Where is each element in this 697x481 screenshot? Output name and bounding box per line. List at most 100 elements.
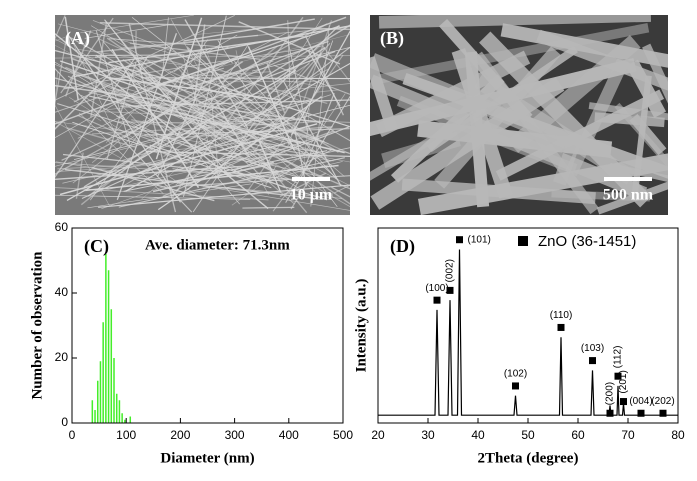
fiber <box>370 56 398 132</box>
fiber <box>642 43 668 104</box>
fiber <box>139 56 149 70</box>
fiber <box>118 157 345 208</box>
fiber <box>140 77 350 80</box>
fiber <box>596 181 668 215</box>
fiber <box>370 57 637 137</box>
fiber <box>73 98 312 161</box>
peak-marker <box>614 372 622 380</box>
fiber <box>41 118 45 127</box>
fiber <box>55 15 66 40</box>
fiber <box>58 23 199 61</box>
plot-frame <box>377 227 679 424</box>
fiber <box>128 23 177 213</box>
fiber <box>304 114 350 142</box>
fiber <box>203 123 275 172</box>
fiber <box>183 18 315 42</box>
panel-label: (B) <box>380 28 404 49</box>
peak-label: (002) <box>445 259 456 282</box>
peak-marker <box>659 409 667 417</box>
fiber <box>242 206 295 209</box>
fiber <box>91 114 102 122</box>
fiber <box>258 141 282 193</box>
fiber <box>95 55 108 58</box>
annotation: Ave. diameter: 71.3nm <box>145 237 290 253</box>
x-tick-label: 40 <box>471 428 485 442</box>
fiber <box>186 46 337 179</box>
fiber <box>99 22 350 31</box>
peak-marker <box>589 357 596 365</box>
fiber <box>315 89 340 93</box>
fiber <box>55 68 193 213</box>
panel-label: (D) <box>390 236 415 257</box>
fiber <box>62 153 290 180</box>
y-axis-label: Number of observation <box>29 251 45 400</box>
fiber <box>55 34 68 106</box>
fiber <box>131 17 308 157</box>
fiber <box>77 114 188 165</box>
fiber <box>55 72 58 110</box>
line <box>378 249 678 416</box>
peak-marker <box>456 236 463 244</box>
fiber <box>55 161 350 211</box>
panel-label: (A) <box>65 28 90 49</box>
fiber <box>64 72 145 90</box>
scale-label: 10 μm <box>290 187 333 204</box>
fiber <box>55 15 235 101</box>
bar <box>99 361 102 423</box>
fiber <box>80 94 205 167</box>
peak-marker <box>606 409 614 417</box>
fiber <box>75 152 84 199</box>
fiber <box>193 24 206 104</box>
fiber <box>139 60 274 105</box>
fiber <box>166 55 229 124</box>
fiber <box>116 33 178 201</box>
fiber <box>55 64 246 147</box>
peak-label: (100) <box>425 283 448 294</box>
peak-label: (110) <box>550 310 573 321</box>
fiber <box>120 26 350 49</box>
scale-bar <box>604 177 652 181</box>
fiber <box>378 23 650 84</box>
fiber <box>495 89 665 181</box>
bar <box>91 400 94 423</box>
fiber <box>167 139 279 151</box>
bar <box>94 410 96 423</box>
peak-marker <box>512 382 519 390</box>
x-tick-label: 400 <box>279 428 299 442</box>
fiber <box>59 123 318 196</box>
fiber <box>217 39 233 64</box>
fiber <box>321 45 350 83</box>
fiber <box>70 38 122 147</box>
fiber <box>120 99 350 107</box>
x-axis-label: Diameter (nm) <box>160 450 254 466</box>
x-tick-label: 300 <box>225 428 245 442</box>
peak-label: (201) <box>618 370 629 393</box>
peak-label: (202) <box>651 396 674 407</box>
fiber <box>106 37 350 205</box>
fiber <box>156 68 211 178</box>
legend-label: ZnO (36-1451) <box>538 233 636 250</box>
fiber <box>64 30 92 97</box>
fiber <box>111 67 257 114</box>
peak-label: (103) <box>581 343 604 354</box>
fiber <box>80 45 278 206</box>
peak-marker <box>637 409 645 417</box>
fiber <box>83 24 350 188</box>
fiber <box>152 55 328 105</box>
x-tick-label: 100 <box>116 428 136 442</box>
fiber <box>123 117 156 139</box>
fiber <box>56 156 271 173</box>
fiber <box>614 102 668 169</box>
peak-label: (004) <box>629 396 652 407</box>
fiber <box>107 93 231 176</box>
fiber <box>55 121 122 159</box>
fiber <box>264 164 277 188</box>
y-tick-label: 0 <box>61 415 68 429</box>
fiber <box>331 186 350 198</box>
bar <box>118 400 121 423</box>
peak-label: (102) <box>504 369 527 380</box>
fiber <box>55 121 334 162</box>
x-tick-label: 0 <box>69 428 76 442</box>
